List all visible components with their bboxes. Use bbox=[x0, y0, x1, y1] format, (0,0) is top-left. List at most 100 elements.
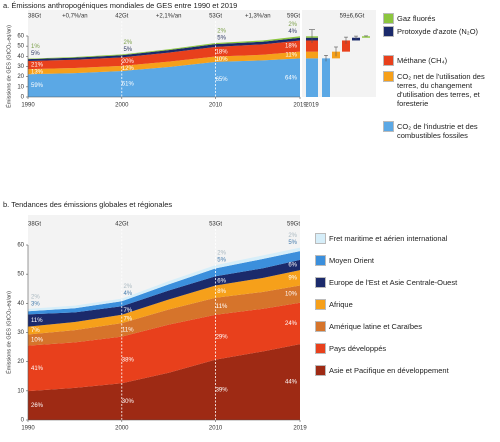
share-label: 11% bbox=[122, 327, 134, 333]
legend-swatch bbox=[315, 343, 326, 354]
chart-title: a. Émissions anthropogéniques mondiales … bbox=[3, 1, 237, 10]
share-label: 2% bbox=[217, 251, 226, 257]
y-tick-label: 10 bbox=[17, 84, 24, 90]
share-label: 2% bbox=[31, 294, 40, 300]
share-label: 59% bbox=[31, 83, 44, 89]
share-label: 7% bbox=[123, 308, 132, 314]
share-label: 11% bbox=[216, 304, 228, 310]
x-tick-label: 2010 bbox=[209, 103, 223, 109]
legend-label: Moyen Orient bbox=[329, 256, 375, 265]
legend-swatch bbox=[315, 299, 326, 310]
legend-item: Gaz fluorés bbox=[383, 13, 496, 24]
legend-item: CO₂ net de l'utilisation des terres, du … bbox=[383, 71, 496, 108]
y-tick-label: 60 bbox=[17, 34, 24, 40]
y-tick-label: 50 bbox=[17, 44, 24, 50]
legend-item: Asie et Pacifique en développement bbox=[315, 365, 496, 376]
share-label: 12% bbox=[122, 66, 135, 72]
share-label: 61% bbox=[122, 82, 135, 88]
legend-swatch bbox=[315, 321, 326, 332]
y-tick-label: 0 bbox=[21, 418, 25, 424]
area bbox=[28, 40, 300, 70]
bar-segment bbox=[306, 51, 318, 59]
y-axis-label: Émissions de GES (GtCO₂-eq/an) bbox=[5, 25, 12, 108]
gas-bar bbox=[362, 36, 370, 38]
x-tick-label: 2010 bbox=[209, 426, 223, 432]
share-label: 3% bbox=[31, 301, 40, 307]
legend-label: Europe de l'Est et Asie Centrale-Ouest bbox=[329, 278, 458, 287]
share-label: 10% bbox=[285, 292, 298, 298]
legend-label: Fret maritime et aérien international bbox=[329, 234, 448, 243]
share-label: 5% bbox=[217, 258, 226, 264]
x-tick-label: 2019 bbox=[293, 103, 307, 109]
share-label: 29% bbox=[216, 335, 229, 341]
legend-swatch bbox=[315, 255, 326, 266]
legend-label: Asie et Pacifique en développement bbox=[329, 366, 449, 375]
x-tick-label: 1990 bbox=[21, 426, 35, 432]
legend-label: Protoxyde d'azote (N₂O) bbox=[397, 27, 479, 36]
share-label: 6% bbox=[288, 263, 297, 269]
x-tick-label: 1990 bbox=[21, 103, 35, 109]
share-label: 21% bbox=[31, 63, 44, 69]
legend-swatch bbox=[383, 55, 394, 66]
y-tick-label: 20 bbox=[17, 359, 24, 365]
legend-swatch bbox=[315, 233, 326, 244]
share-label: 18% bbox=[216, 49, 229, 55]
total-label: 53Gt bbox=[209, 222, 222, 228]
legend-swatch bbox=[383, 26, 394, 37]
legend-label: Méthane (CH₄) bbox=[397, 56, 448, 65]
y-axis-label: Émissions de GES (GtCO₂-eq/an) bbox=[5, 291, 12, 374]
share-label: 10% bbox=[216, 57, 229, 63]
x-tick-label: 2000 bbox=[115, 103, 129, 109]
y-tick-label: 30 bbox=[17, 64, 24, 70]
area bbox=[28, 270, 300, 335]
y-tick-label: 30 bbox=[17, 330, 24, 336]
area bbox=[28, 37, 300, 62]
share-label: 2% bbox=[217, 29, 226, 35]
legend-item: Fret maritime et aérien international bbox=[315, 233, 496, 244]
area bbox=[28, 259, 300, 327]
legend-item: Moyen Orient bbox=[315, 255, 496, 266]
legend-swatch bbox=[383, 71, 394, 82]
growth-label: +2,1%/an bbox=[156, 14, 182, 20]
legend-label: Afrique bbox=[329, 300, 353, 309]
area bbox=[28, 302, 300, 392]
total-label: 38Gt bbox=[28, 222, 41, 228]
legend-label: CO₂ net de l'utilisation des terres, du … bbox=[397, 72, 485, 108]
share-label: 41% bbox=[31, 366, 44, 372]
area bbox=[28, 58, 300, 97]
share-label: 4% bbox=[123, 291, 132, 297]
area bbox=[28, 344, 300, 420]
share-label: 64% bbox=[285, 75, 298, 81]
share-label: 30% bbox=[122, 399, 135, 405]
share-label: 20% bbox=[122, 59, 135, 65]
bar-segment bbox=[306, 58, 318, 97]
total-label: 59Gt bbox=[287, 222, 300, 228]
y-tick-label: 60 bbox=[17, 243, 24, 249]
legend-item: Méthane (CH₄) bbox=[383, 55, 496, 66]
share-label: 2% bbox=[288, 233, 297, 239]
chart-title: b. Tendances des émissions globales et r… bbox=[3, 200, 172, 209]
share-label: 38% bbox=[122, 357, 135, 363]
share-label: 6% bbox=[217, 278, 226, 284]
y-tick-label: 40 bbox=[17, 54, 24, 60]
total-label: 42Gt bbox=[115, 222, 128, 228]
uncertainty-label: 59±6,6Gt bbox=[340, 14, 365, 20]
y-tick-label: 10 bbox=[17, 388, 24, 394]
share-label: 4% bbox=[288, 29, 297, 35]
y-tick-label: 40 bbox=[17, 301, 24, 307]
x-tick-label: 2000 bbox=[115, 426, 129, 432]
share-label: 24% bbox=[285, 321, 298, 327]
share-label: 7% bbox=[123, 317, 132, 323]
share-label: 44% bbox=[285, 380, 298, 386]
share-label: 2% bbox=[123, 40, 132, 46]
total-label: 42Gt bbox=[115, 14, 128, 20]
area bbox=[28, 251, 300, 315]
legend-item: Afrique bbox=[315, 299, 496, 310]
area bbox=[28, 247, 300, 312]
legend-item: Pays développés bbox=[315, 343, 496, 354]
y-tick-label: 20 bbox=[17, 74, 24, 80]
share-label: 13% bbox=[31, 69, 44, 75]
legend-item: Europe de l'Est et Asie Centrale-Ouest bbox=[315, 277, 496, 288]
legend-swatch bbox=[315, 277, 326, 288]
